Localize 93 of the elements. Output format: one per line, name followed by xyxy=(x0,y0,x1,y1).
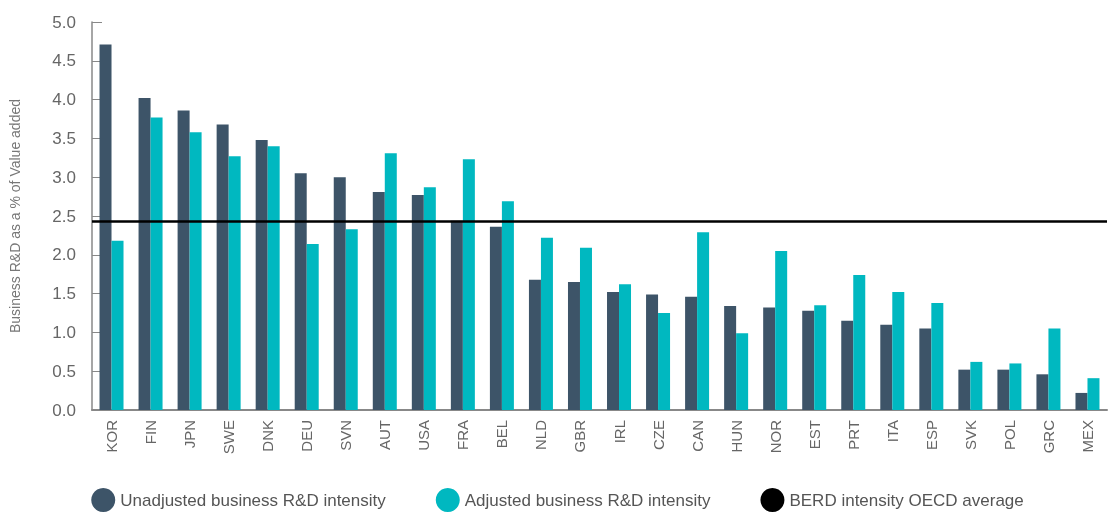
bar xyxy=(919,328,932,410)
x-tick-label: USA xyxy=(415,420,433,451)
bar xyxy=(540,237,553,410)
y-tick-label: 2.0 xyxy=(52,245,76,265)
bar xyxy=(931,302,944,410)
x-tick-label: POL xyxy=(1000,420,1018,451)
x-tick-label: BEL xyxy=(493,420,511,449)
bar xyxy=(99,44,112,410)
bar xyxy=(892,292,905,410)
bar xyxy=(189,132,202,410)
bar xyxy=(1009,363,1022,410)
bar xyxy=(607,292,620,410)
bar xyxy=(619,284,632,410)
x-tick-label: CZE xyxy=(649,420,667,450)
x-tick-label: IRL xyxy=(610,420,628,444)
bar xyxy=(411,195,424,410)
bar xyxy=(958,369,971,410)
x-tick-label: DEU xyxy=(298,420,316,452)
bar xyxy=(775,250,788,410)
bar xyxy=(528,279,541,410)
legend-label: Adjusted business R&D intensity xyxy=(464,490,711,510)
bar xyxy=(1036,374,1049,410)
bar xyxy=(697,232,710,410)
x-tick-label: NOR xyxy=(766,419,784,454)
bar xyxy=(450,220,463,410)
x-tick-label: DNK xyxy=(259,420,277,452)
y-tick-label: 4.5 xyxy=(52,51,76,71)
x-tick-label: SWE xyxy=(220,420,238,455)
bar xyxy=(462,159,475,410)
x-tick-label: GBR xyxy=(571,419,589,453)
bar xyxy=(177,110,190,410)
x-tick-label: SVK xyxy=(961,420,979,451)
x-tick-label: AUT xyxy=(376,420,394,450)
x-tick-label: KOR xyxy=(103,419,121,453)
x-tick-label: HUN xyxy=(727,420,745,453)
bar xyxy=(763,307,776,410)
x-tick-label: NLD xyxy=(532,419,550,451)
bar xyxy=(841,320,854,410)
x-tick-label: CAN xyxy=(688,420,706,452)
bar xyxy=(579,247,592,410)
legend-label: BERD intensity OECD average xyxy=(789,490,1024,510)
x-tick-label: JPN xyxy=(181,420,199,449)
bar xyxy=(853,274,866,410)
bar xyxy=(255,139,268,410)
bar xyxy=(685,296,698,410)
bar xyxy=(646,294,659,410)
y-tick-label: 1.5 xyxy=(52,284,76,304)
bar xyxy=(802,310,815,410)
bar xyxy=(294,173,307,410)
x-tick-label: ITA xyxy=(883,420,901,443)
legend-label: Unadjusted business R&D intensity xyxy=(120,490,387,510)
x-tick-label: MEX xyxy=(1078,420,1096,453)
bar xyxy=(567,281,580,410)
bar xyxy=(138,98,151,410)
bar xyxy=(736,333,749,410)
bar xyxy=(372,191,385,410)
bar xyxy=(501,201,514,410)
bar xyxy=(724,306,737,410)
bar xyxy=(216,124,229,410)
bar xyxy=(970,361,983,410)
x-tick-label: EST xyxy=(805,420,823,450)
bar xyxy=(658,313,671,410)
bar xyxy=(814,305,827,410)
bar xyxy=(228,156,241,410)
bar xyxy=(880,324,893,410)
x-tick-label: FIN xyxy=(142,420,160,445)
bar xyxy=(345,229,358,410)
y-tick-label: 3.0 xyxy=(52,167,76,187)
y-tick-label: 1.0 xyxy=(52,322,76,342)
x-tick-label: GRC xyxy=(1039,419,1057,454)
y-axis-title: Business R&D as a % of Value added xyxy=(7,99,23,333)
x-tick-label: SVN xyxy=(337,420,355,451)
bar xyxy=(1087,378,1100,410)
y-tick-label: 0.0 xyxy=(52,400,76,420)
y-tick-label: 3.5 xyxy=(52,128,76,148)
bar xyxy=(111,240,124,410)
bar xyxy=(997,369,1010,410)
bar xyxy=(423,187,436,410)
x-tick-label: ESP xyxy=(922,420,940,451)
x-tick-label: FRA xyxy=(454,420,472,450)
y-tick-label: 0.5 xyxy=(52,361,76,381)
y-tick-label: 2.5 xyxy=(52,206,76,226)
x-tick-label: PRT xyxy=(844,420,862,450)
bar xyxy=(1075,392,1088,410)
bar xyxy=(1048,328,1061,410)
y-tick-label: 4.0 xyxy=(52,90,76,110)
bar xyxy=(489,226,502,410)
bar xyxy=(150,117,163,410)
bar xyxy=(333,177,346,410)
bar xyxy=(384,153,397,410)
y-tick-label: 5.0 xyxy=(52,12,76,32)
bar xyxy=(306,243,319,410)
bar xyxy=(267,146,280,410)
